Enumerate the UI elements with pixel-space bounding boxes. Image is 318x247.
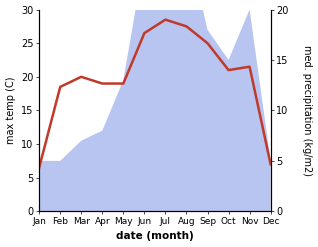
Y-axis label: med. precipitation (kg/m2): med. precipitation (kg/m2) [302, 45, 313, 176]
Y-axis label: max temp (C): max temp (C) [5, 77, 16, 144]
X-axis label: date (month): date (month) [116, 231, 194, 242]
